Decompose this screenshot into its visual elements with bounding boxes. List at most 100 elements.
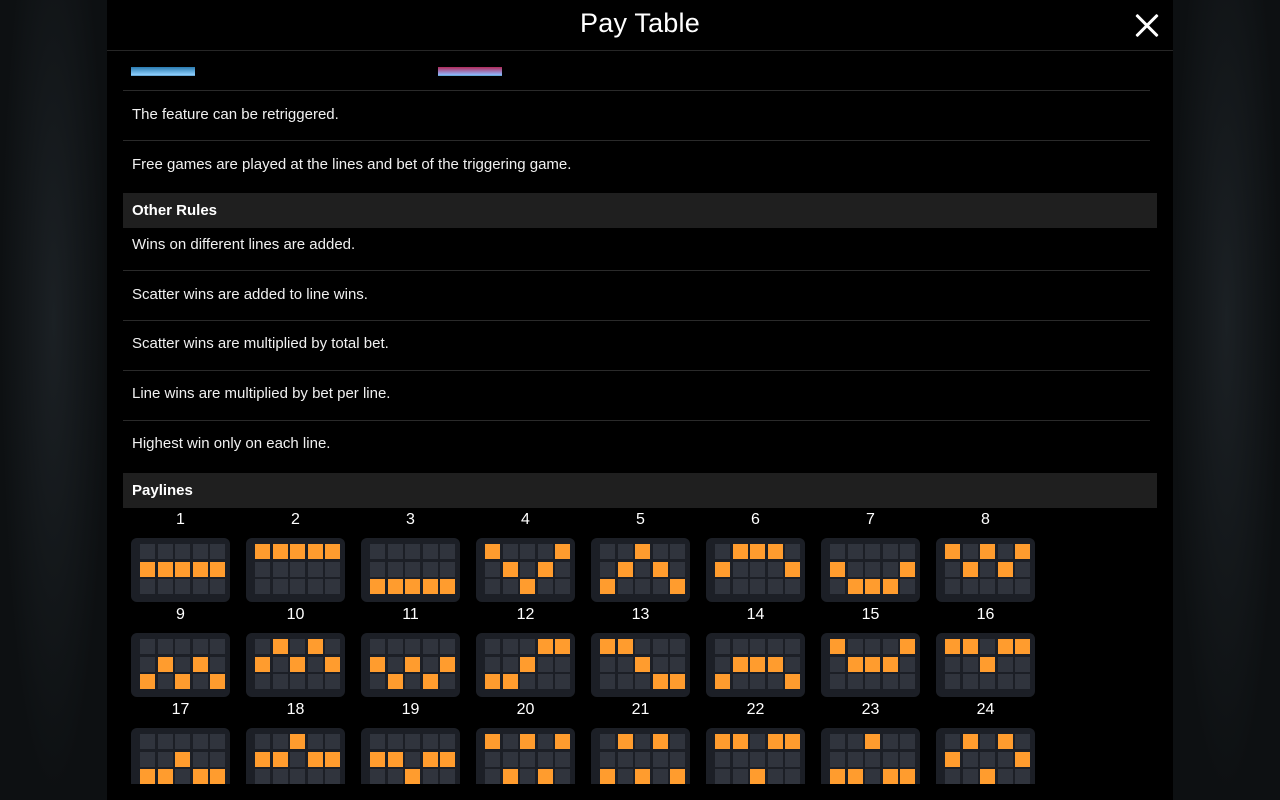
payline-cell [520, 769, 535, 784]
payline-diagram [361, 633, 460, 697]
game-backdrop-right [1173, 0, 1280, 800]
payline-cell [750, 751, 765, 767]
payline-cell [830, 544, 845, 559]
payline-cell [290, 561, 305, 577]
payline-cell-active [325, 544, 340, 559]
payline-20: 20 [476, 701, 575, 784]
payline-cell-active [962, 639, 978, 654]
section-header-paylines: Paylines [123, 473, 1157, 508]
payline-cell [485, 639, 500, 654]
payline-cell [785, 639, 800, 654]
payline-cell [980, 751, 995, 767]
payline-cell-active [785, 674, 800, 689]
payline-cell [882, 734, 898, 749]
payline-cell [210, 656, 225, 672]
payline-cell [440, 639, 455, 654]
payline-5: 5 [591, 511, 690, 606]
payline-cell [387, 561, 403, 577]
payline-cell [422, 734, 438, 749]
payline-cell [882, 674, 898, 689]
payline-diagram [591, 538, 690, 602]
payline-cell-active [997, 561, 1013, 577]
payline-diagram [821, 538, 920, 602]
payline-cell [600, 751, 615, 767]
payline-cell [370, 561, 385, 577]
payline-cell-active [502, 561, 518, 577]
payline-cell [900, 579, 915, 594]
payline-cell-active [485, 674, 500, 689]
payline-cell [962, 674, 978, 689]
payline-cell [140, 751, 155, 767]
payline-cell [175, 769, 190, 784]
payline-15: 15 [821, 606, 920, 701]
payline-cell [370, 544, 385, 559]
payline-cell [670, 656, 685, 672]
payline-cell-active [290, 734, 305, 749]
payline-cell [370, 674, 385, 689]
payline-cell [192, 579, 208, 594]
payline-cell [140, 639, 155, 654]
payline-number: 21 [631, 701, 650, 718]
payline-number: 24 [976, 701, 995, 718]
payline-number: 23 [861, 701, 880, 718]
payline-cell-active [670, 579, 685, 594]
payline-diagram [706, 633, 805, 697]
payline-cell-active [520, 579, 535, 594]
payline-cell [750, 561, 765, 577]
payline-cell-active [652, 734, 668, 749]
payline-cell-active [405, 579, 420, 594]
payline-cell [370, 769, 385, 784]
payline-cell [555, 751, 570, 767]
payline-cell [290, 674, 305, 689]
payline-cell-active [882, 769, 898, 784]
payline-cell [767, 639, 783, 654]
payline-7: 7 [821, 511, 920, 606]
payline-cell [405, 734, 420, 749]
payline-cell [750, 674, 765, 689]
payline-diagram [936, 538, 1035, 602]
payline-cell [865, 674, 880, 689]
list-item: Scatter wins are added to line wins. [123, 271, 1150, 321]
payline-number: 6 [751, 511, 760, 528]
payline-cell-active [405, 769, 420, 784]
payline-diagram [476, 538, 575, 602]
payline-cell [555, 674, 570, 689]
payline-cell-active [175, 561, 190, 577]
payline-cell [440, 561, 455, 577]
payline-cell-active [600, 579, 615, 594]
payline-cell [405, 674, 420, 689]
payline-cell [157, 639, 173, 654]
payline-cell [1015, 674, 1030, 689]
payline-cell-active [980, 656, 995, 672]
payline-cell [635, 674, 650, 689]
payline-cell [785, 656, 800, 672]
pay-table-panel: Pay Table The feature can be retriggered… [107, 0, 1173, 800]
payline-cell-active [830, 769, 845, 784]
payline-cell [732, 769, 748, 784]
payline-cell-active [175, 751, 190, 767]
payline-cell [732, 751, 748, 767]
payline-cell [900, 751, 915, 767]
payline-cell [290, 639, 305, 654]
pay-table-content[interactable]: The feature can be retriggered. Free gam… [123, 51, 1157, 784]
close-icon[interactable] [1129, 8, 1165, 44]
payline-cell [192, 674, 208, 689]
payline-cell [830, 734, 845, 749]
payline-cell [715, 639, 730, 654]
payline-diagram [476, 728, 575, 784]
payline-cell [175, 656, 190, 672]
payline-4: 4 [476, 511, 575, 606]
payline-cell [847, 561, 863, 577]
payline-cell [325, 579, 340, 594]
payline-diagram [131, 633, 230, 697]
payline-cell [307, 579, 323, 594]
payline-cell [325, 674, 340, 689]
payline-cell [255, 769, 270, 784]
payline-cell [192, 734, 208, 749]
payline-cell [272, 734, 288, 749]
payline-cell [600, 544, 615, 559]
payline-number: 4 [521, 511, 530, 528]
payline-number: 18 [286, 701, 305, 718]
payline-diagram [706, 538, 805, 602]
payline-cell-active [325, 751, 340, 767]
